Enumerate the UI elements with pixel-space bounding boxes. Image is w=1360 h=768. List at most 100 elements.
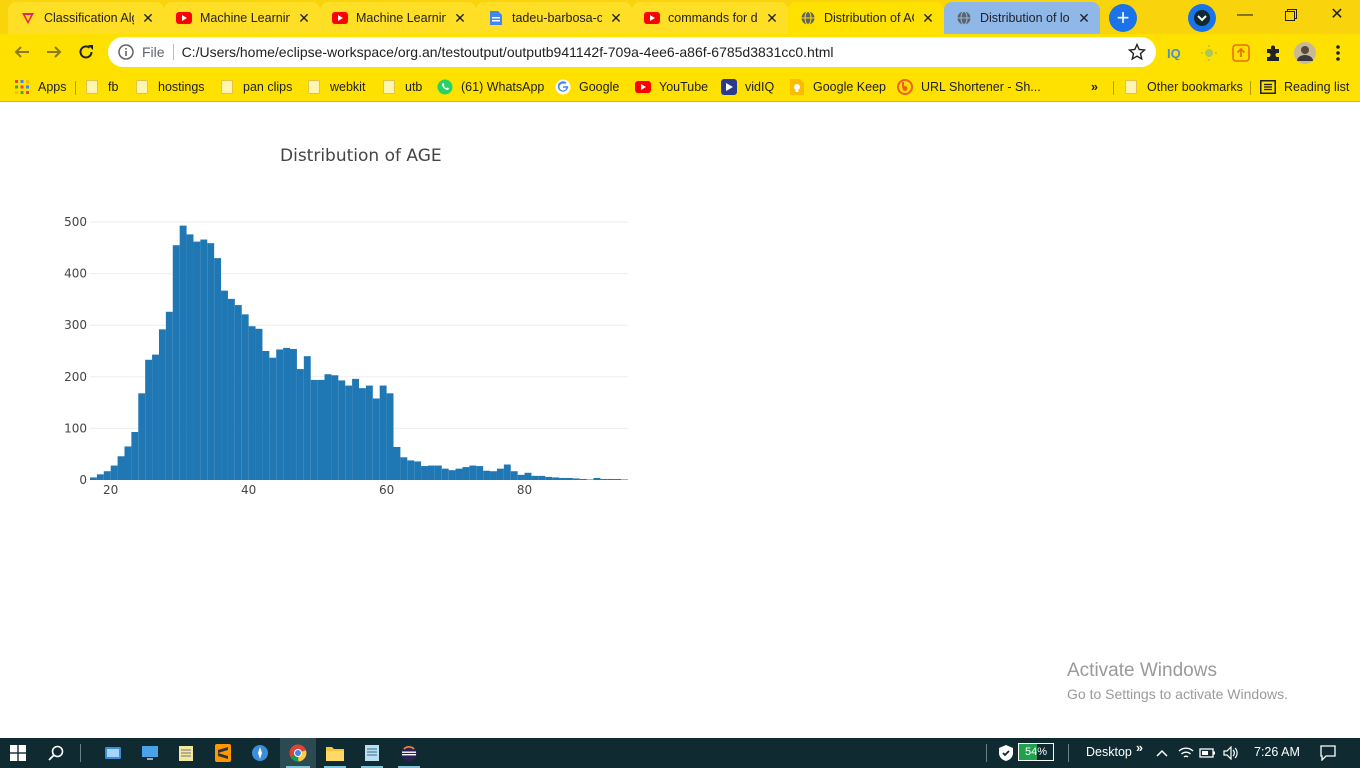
- histogram-bar[interactable]: [303, 356, 311, 480]
- back-button[interactable]: [8, 38, 36, 66]
- histogram-bar[interactable]: [248, 326, 256, 480]
- volume-icon[interactable]: [1221, 738, 1241, 768]
- close-icon[interactable]: ✕: [454, 10, 466, 26]
- forward-button[interactable]: [40, 38, 68, 66]
- histogram-bar[interactable]: [441, 468, 449, 480]
- chevron-up-icon[interactable]: [1152, 738, 1172, 768]
- histogram-bar[interactable]: [345, 385, 353, 480]
- taskbar-app-browser[interactable]: [243, 738, 277, 768]
- histogram-bar[interactable]: [552, 477, 560, 480]
- bookmark-utb[interactable]: utb: [381, 77, 422, 97]
- histogram-bar[interactable]: [621, 479, 628, 480]
- info-icon[interactable]: [118, 44, 134, 60]
- bookmark-star-icon[interactable]: [1128, 43, 1146, 61]
- bookmark-hostings[interactable]: hostings: [134, 77, 205, 97]
- bookmark-youtube[interactable]: YouTube: [635, 77, 708, 97]
- taskbar-app-notepad[interactable]: [169, 738, 203, 768]
- histogram-bar[interactable]: [469, 465, 477, 480]
- histogram-bar[interactable]: [372, 398, 380, 480]
- bookmark-pan-clips[interactable]: pan clips: [219, 77, 292, 97]
- reading-list-button[interactable]: Reading list: [1260, 77, 1349, 97]
- histogram-bar[interactable]: [214, 258, 222, 480]
- histogram-bar[interactable]: [200, 239, 208, 480]
- puzzle-extensions-icon[interactable]: [1262, 42, 1284, 64]
- taskbar-app-notes[interactable]: [355, 738, 389, 768]
- taskbar-app-eclipse[interactable]: [392, 738, 426, 768]
- histogram-bar[interactable]: [490, 471, 497, 480]
- histogram-bar[interactable]: [407, 460, 415, 480]
- histogram-bar[interactable]: [427, 465, 435, 480]
- histogram-bar[interactable]: [448, 470, 456, 480]
- histogram-bar[interactable]: [96, 474, 104, 480]
- histogram-bar[interactable]: [110, 465, 118, 480]
- histogram-bar[interactable]: [393, 446, 401, 480]
- histogram-bar[interactable]: [600, 478, 608, 480]
- close-icon[interactable]: ✕: [1078, 10, 1090, 26]
- histogram-bar[interactable]: [317, 379, 325, 480]
- bookmark-webkit[interactable]: webkit: [306, 77, 365, 97]
- histogram-bar[interactable]: [614, 478, 622, 480]
- histogram-bar[interactable]: [138, 393, 146, 480]
- tab-machine-learning-2[interactable]: Machine Learning ✕: [320, 2, 476, 34]
- histogram-bar[interactable]: [483, 470, 491, 480]
- histogram-bar[interactable]: [579, 478, 587, 480]
- histogram-bar[interactable]: [158, 329, 166, 480]
- histogram-bar[interactable]: [462, 467, 470, 480]
- histogram-bar[interactable]: [117, 456, 125, 480]
- bookmark-google-keep[interactable]: Google Keep: [789, 77, 886, 97]
- shield-icon[interactable]: [996, 738, 1016, 768]
- tab-machine-learning-1[interactable]: Machine Learning ✕: [164, 2, 320, 34]
- taskbar-app-tablet[interactable]: [96, 738, 130, 768]
- tab-commands[interactable]: commands for dr ✕: [632, 2, 788, 34]
- bookmarks-overflow-button[interactable]: »: [1091, 80, 1098, 94]
- histogram-bar[interactable]: [434, 465, 442, 480]
- tab-distribution-age[interactable]: Distribution of AC ✕: [788, 2, 944, 34]
- avatar[interactable]: [1294, 42, 1316, 64]
- histogram-bar[interactable]: [359, 388, 366, 480]
- histogram-bar[interactable]: [476, 466, 484, 480]
- desktop-toolbar-label[interactable]: Desktop: [1086, 745, 1132, 759]
- histogram-bar[interactable]: [165, 311, 173, 480]
- close-icon[interactable]: ✕: [766, 10, 778, 26]
- battery-plug-icon[interactable]: [1198, 738, 1218, 768]
- histogram-bar[interactable]: [193, 241, 201, 480]
- bookmark-google[interactable]: Google: [555, 77, 619, 97]
- histogram-bar[interactable]: [331, 375, 339, 480]
- histogram-bar[interactable]: [255, 328, 263, 480]
- histogram-bar[interactable]: [379, 385, 387, 480]
- close-window-button[interactable]: ✕: [1330, 6, 1344, 23]
- bookmark-whatsapp[interactable]: (61) WhatsApp: [437, 77, 544, 97]
- histogram-bar[interactable]: [524, 472, 532, 480]
- search-button[interactable]: [38, 738, 74, 768]
- histogram-bar[interactable]: [179, 225, 187, 480]
- histogram-bar[interactable]: [545, 476, 553, 480]
- histogram-bar[interactable]: [131, 432, 139, 480]
- histogram-bar[interactable]: [338, 380, 346, 480]
- histogram-bar[interactable]: [503, 464, 511, 480]
- bookmark-other[interactable]: Other bookmarks: [1123, 77, 1243, 97]
- taskbar-app-monitor[interactable]: [133, 738, 167, 768]
- histogram-bar[interactable]: [290, 348, 297, 480]
- close-icon[interactable]: ✕: [610, 10, 622, 26]
- taskbar-app-chrome[interactable]: [280, 738, 316, 768]
- histogram-bar[interactable]: [421, 466, 428, 480]
- tab-classification[interactable]: Classification Alg ✕: [8, 2, 164, 34]
- histogram-bar[interactable]: [586, 479, 594, 480]
- iq-extension-icon[interactable]: IQ: [1166, 42, 1188, 64]
- histogram-bar[interactable]: [296, 369, 304, 480]
- histogram-bar[interactable]: [90, 477, 97, 480]
- histogram-bar[interactable]: [386, 393, 394, 480]
- histogram-bar[interactable]: [221, 290, 228, 480]
- desktop-toolbar-chevron-icon[interactable]: »: [1136, 741, 1143, 755]
- histogram-bar[interactable]: [565, 477, 573, 480]
- histogram-bar[interactable]: [517, 474, 525, 480]
- histogram-bar[interactable]: [310, 379, 318, 480]
- histogram-bar[interactable]: [414, 461, 422, 480]
- start-button[interactable]: [0, 738, 36, 768]
- histogram-bar[interactable]: [276, 349, 284, 480]
- upload-extension-icon[interactable]: [1230, 42, 1252, 64]
- histogram-bar[interactable]: [510, 471, 518, 480]
- sun-extension-icon[interactable]: [1198, 42, 1220, 64]
- histogram-bar[interactable]: [186, 234, 194, 480]
- histogram-bar[interactable]: [365, 385, 373, 480]
